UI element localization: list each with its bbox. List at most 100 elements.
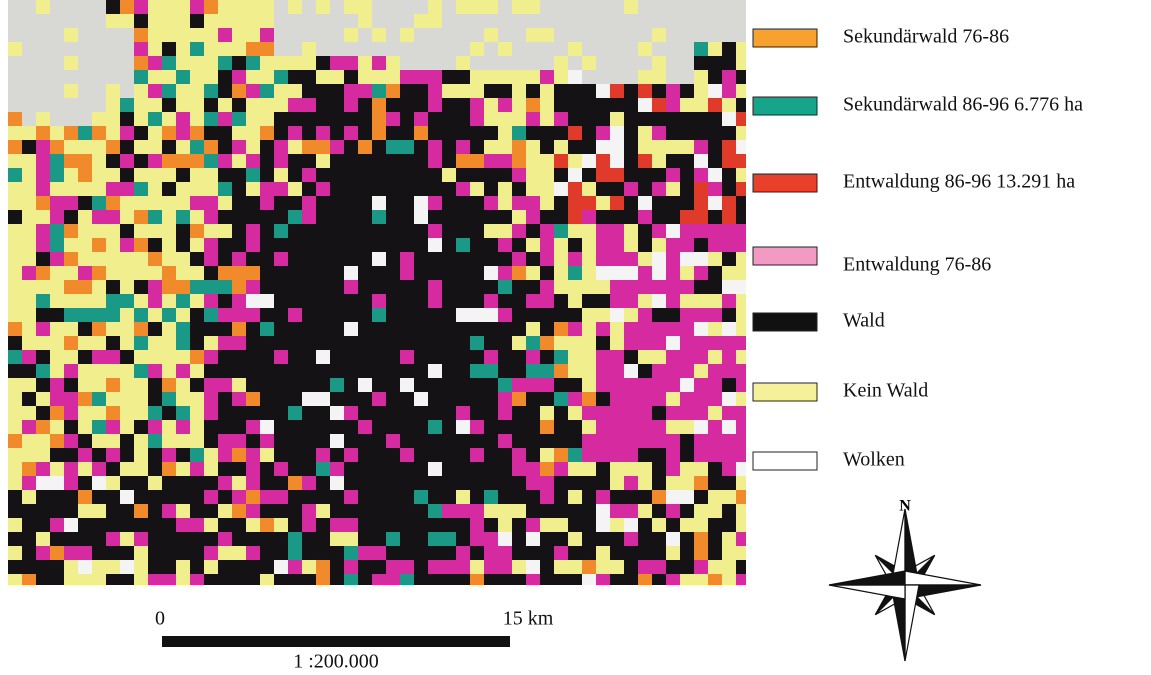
image-cell xyxy=(708,182,722,196)
image-cell xyxy=(106,294,120,308)
image-cell xyxy=(666,280,680,294)
image-cell xyxy=(176,532,190,546)
image-cell xyxy=(106,0,120,14)
image-cell xyxy=(400,378,414,392)
image-cell xyxy=(372,490,386,504)
image-cell xyxy=(232,392,246,406)
image-cell xyxy=(680,56,694,70)
image-cell xyxy=(708,84,722,98)
image-cell xyxy=(428,28,442,42)
image-cell xyxy=(106,448,120,462)
image-cell xyxy=(428,518,442,532)
image-cell xyxy=(302,574,316,585)
image-cell xyxy=(414,252,428,266)
image-cell xyxy=(694,490,708,504)
image-cell xyxy=(232,322,246,336)
image-cell xyxy=(526,476,540,490)
image-cell xyxy=(414,84,428,98)
image-cell xyxy=(680,336,694,350)
image-cell xyxy=(582,448,596,462)
scale-bar: 0 15 km 1 :200.000 xyxy=(155,608,554,673)
image-cell xyxy=(302,168,316,182)
image-cell xyxy=(344,504,358,518)
image-cell xyxy=(456,448,470,462)
image-cell xyxy=(148,560,162,574)
image-cell xyxy=(680,504,694,518)
image-cell xyxy=(470,476,484,490)
image-cell xyxy=(330,196,344,210)
image-cell xyxy=(470,434,484,448)
image-cell xyxy=(736,336,746,350)
image-cell xyxy=(610,378,624,392)
image-cell xyxy=(428,154,442,168)
compass-point xyxy=(904,570,982,586)
image-cell xyxy=(120,574,134,585)
image-cell xyxy=(162,518,176,532)
image-cell xyxy=(134,28,148,42)
image-cell xyxy=(358,308,372,322)
image-cell xyxy=(736,210,746,224)
image-cell xyxy=(36,574,50,585)
image-cell xyxy=(722,56,736,70)
image-cell xyxy=(568,126,582,140)
image-cell xyxy=(218,308,232,322)
image-cell xyxy=(134,420,148,434)
image-cell xyxy=(358,266,372,280)
image-cell xyxy=(218,56,232,70)
image-cell xyxy=(260,252,274,266)
image-cell xyxy=(316,126,330,140)
image-cell xyxy=(540,336,554,350)
image-cell xyxy=(386,308,400,322)
image-cell xyxy=(22,0,36,14)
image-cell xyxy=(666,266,680,280)
image-cell xyxy=(386,28,400,42)
image-cell xyxy=(554,42,568,56)
image-cell xyxy=(218,210,232,224)
image-cell xyxy=(582,84,596,98)
image-cell xyxy=(78,322,92,336)
image-cell xyxy=(680,154,694,168)
image-cell xyxy=(218,490,232,504)
image-cell xyxy=(386,224,400,238)
image-cell xyxy=(526,280,540,294)
image-cell xyxy=(64,364,78,378)
image-cell xyxy=(666,126,680,140)
image-cell xyxy=(106,378,120,392)
image-cell xyxy=(708,378,722,392)
image-cell xyxy=(428,532,442,546)
image-cell xyxy=(624,112,638,126)
image-cell xyxy=(610,252,624,266)
image-cell xyxy=(470,168,484,182)
image-cell xyxy=(624,182,638,196)
image-cell xyxy=(8,168,22,182)
image-cell xyxy=(596,224,610,238)
image-cell xyxy=(470,196,484,210)
image-cell xyxy=(400,546,414,560)
image-cell xyxy=(372,112,386,126)
compass-point xyxy=(904,584,920,662)
image-cell xyxy=(386,336,400,350)
image-cell xyxy=(386,14,400,28)
image-cell xyxy=(162,532,176,546)
image-cell xyxy=(330,420,344,434)
image-cell xyxy=(316,294,330,308)
image-cell xyxy=(624,42,638,56)
image-cell xyxy=(400,266,414,280)
image-cell xyxy=(400,308,414,322)
image-cell xyxy=(232,462,246,476)
image-cell xyxy=(470,406,484,420)
image-cell xyxy=(372,210,386,224)
image-cell xyxy=(22,42,36,56)
image-cell xyxy=(596,462,610,476)
image-cell xyxy=(512,574,526,585)
image-cell xyxy=(526,98,540,112)
image-cell xyxy=(92,238,106,252)
image-cell xyxy=(694,252,708,266)
image-cell xyxy=(470,504,484,518)
image-cell xyxy=(708,196,722,210)
image-cell xyxy=(106,406,120,420)
image-cell xyxy=(218,350,232,364)
image-cell xyxy=(204,196,218,210)
image-cell xyxy=(624,252,638,266)
image-cell xyxy=(302,70,316,84)
